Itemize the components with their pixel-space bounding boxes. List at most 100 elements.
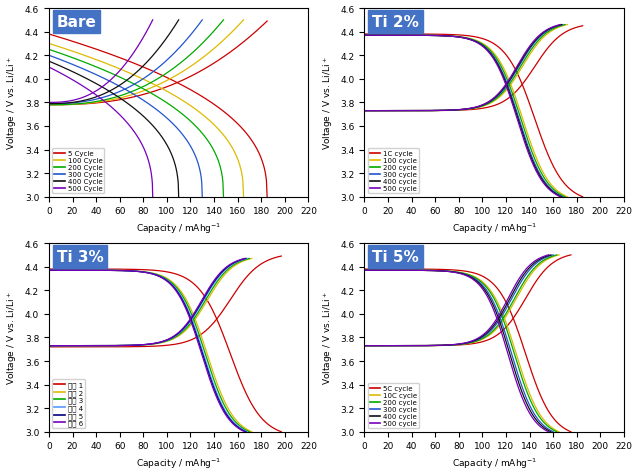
10C cycle [537, 413, 545, 419]
100 Cycle [161, 88, 168, 94]
5C cycle [487, 279, 494, 285]
5C cycle [547, 413, 555, 419]
제품 5 [224, 413, 232, 419]
100 cycle [544, 178, 552, 184]
Line: 제품 6: 제품 6 [49, 271, 245, 432]
500 Cycle [139, 144, 147, 150]
Line: 200 cycle: 200 cycle [364, 36, 565, 198]
제품 1 [46, 267, 54, 272]
200 cycle [475, 278, 483, 283]
400 Cycle [45, 60, 53, 65]
300 Cycle [45, 53, 53, 59]
제품 6 [210, 388, 218, 394]
제품 6 [223, 413, 230, 419]
10C cycle [480, 280, 487, 286]
300 Cycle [45, 53, 53, 59]
400 cycle [471, 278, 479, 283]
1C cycle [579, 195, 586, 200]
200 cycle [542, 178, 550, 184]
Line: 200 cycle: 200 cycle [364, 271, 557, 432]
제품 3 [227, 413, 235, 419]
Line: 5 Cycle: 5 Cycle [49, 35, 267, 198]
200 cycle [361, 33, 369, 39]
400 cycle [530, 413, 537, 419]
제품 1 [278, 429, 285, 435]
500 Cycle [133, 133, 140, 139]
500 cycle [545, 429, 553, 435]
10C cycle [360, 268, 368, 274]
200 cycle [530, 154, 537, 159]
5C cycle [567, 429, 575, 435]
제품 3 [246, 429, 253, 435]
200 cycle [484, 46, 491, 51]
Y-axis label: Voltage / V vs. Li/Li$^+$: Voltage / V vs. Li/Li$^+$ [6, 291, 19, 385]
5C cycle [483, 276, 491, 282]
제품 5 [46, 268, 54, 274]
400 cycle [517, 388, 525, 394]
1C cycle [361, 32, 369, 38]
제품 3 [214, 388, 222, 394]
100 Cycle [221, 135, 229, 141]
1C cycle [494, 45, 502, 50]
200 Cycle [149, 92, 157, 98]
400 cycle [360, 268, 368, 274]
5C cycle [361, 267, 369, 272]
Line: 10C cycle: 10C cycle [364, 271, 559, 432]
5 Cycle [175, 81, 182, 87]
200 cycle [360, 33, 368, 39]
300 cycle [549, 429, 557, 435]
500 cycle [470, 278, 478, 283]
300 Cycle [198, 195, 206, 200]
Line: 300 cycle: 300 cycle [364, 271, 553, 432]
400 cycle [478, 43, 486, 49]
Legend: 5C cycle, 10C cycle, 200 cycle, 300 cycle, 400 cycle, 500 cycle: 5C cycle, 10C cycle, 200 cycle, 300 cycl… [368, 383, 419, 428]
100 cycle [482, 43, 489, 49]
5 Cycle [263, 195, 271, 200]
10C cycle [555, 429, 563, 435]
Legend: 1C cycle, 100 cycle, 200 cycle, 300 cycle, 400 cycle, 500 cycle: 1C cycle, 100 cycle, 200 cycle, 300 cycl… [368, 149, 419, 194]
Line: 500 cycle: 500 cycle [364, 36, 560, 198]
제품 3 [46, 268, 54, 274]
400 cycle [361, 268, 369, 274]
제품 5 [45, 268, 53, 274]
제품 5 [166, 280, 174, 286]
100 cycle [485, 46, 493, 51]
제품 6 [46, 268, 54, 274]
제품 1 [182, 276, 190, 282]
1C cycle [490, 41, 498, 47]
1C cycle [544, 153, 552, 159]
5 Cycle [174, 81, 182, 87]
Text: Ti 5%: Ti 5% [372, 249, 419, 264]
200 cycle [535, 413, 542, 419]
500 cycle [360, 33, 368, 39]
500 Cycle [45, 65, 53, 71]
200 Cycle [204, 138, 211, 143]
제품 1 [45, 267, 53, 272]
300 cycle [360, 33, 368, 39]
400 Cycle [122, 100, 130, 106]
제품 4 [163, 277, 170, 283]
5 Cycle [45, 32, 53, 38]
200 Cycle [192, 124, 200, 130]
200 Cycle [152, 94, 160, 99]
500 cycle [516, 388, 523, 394]
제품 2 [248, 429, 256, 435]
100 cycle [361, 33, 369, 39]
500 cycle [528, 413, 535, 419]
100 cycle [563, 195, 571, 200]
제품 2 [166, 278, 174, 283]
X-axis label: Capacity / mAhg$^{-1}$: Capacity / mAhg$^{-1}$ [452, 221, 537, 236]
300 cycle [478, 43, 486, 49]
200 Cycle [46, 48, 54, 53]
400 Cycle [124, 102, 132, 108]
Legend: 제품 1, 제품 2, 제품 3, 제품 4, 제품 5, 제품 6: 제품 1, 제품 2, 제품 3, 제품 4, 제품 5, 제품 6 [52, 379, 85, 428]
500 cycle [477, 43, 484, 49]
제품 4 [225, 413, 232, 419]
100 cycle [531, 154, 539, 159]
100 Cycle [209, 121, 217, 127]
400 cycle [558, 195, 565, 200]
Line: 1C cycle: 1C cycle [364, 35, 582, 198]
제품 4 [46, 268, 54, 274]
Line: 500 cycle: 500 cycle [364, 271, 549, 432]
500 cycle [473, 280, 481, 286]
